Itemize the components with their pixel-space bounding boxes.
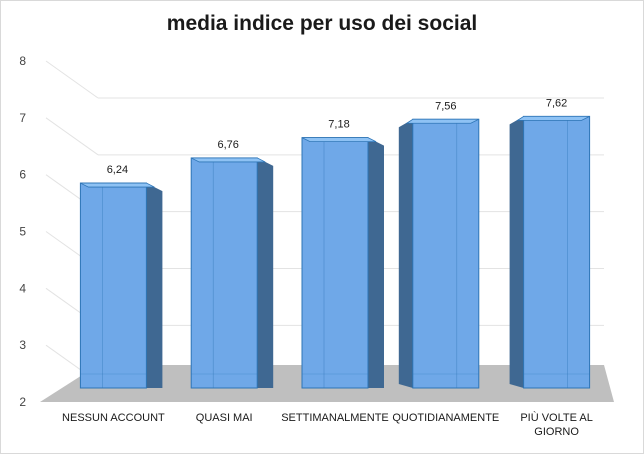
y-tick-label: 7 <box>19 111 26 125</box>
bar-top <box>301 137 377 143</box>
bar <box>190 157 258 389</box>
data-label: 7,18 <box>328 119 349 131</box>
bar <box>412 118 480 389</box>
bar <box>79 182 147 389</box>
bar-top <box>191 157 266 163</box>
data-label: 6,24 <box>107 164 128 176</box>
x-tick-label: PIÙ VOLTE AL <box>520 411 593 424</box>
x-tick-label: SETTIMANALMENTE <box>281 412 389 424</box>
bar-side <box>146 183 163 388</box>
chart-title: media indice per uso dei social <box>166 12 478 35</box>
bar-side <box>398 119 413 389</box>
data-label: 7,62 <box>546 97 567 109</box>
x-tick-label: GIORNO <box>534 426 579 438</box>
bar-top <box>405 118 479 124</box>
x-tick-label: QUOTIDIANAMENTE <box>392 412 499 424</box>
bar-side <box>368 137 384 388</box>
gridline-diagonal <box>45 117 99 156</box>
x-tick-label: QUASI MAI <box>196 412 253 424</box>
bar <box>301 137 369 389</box>
y-tick-label: 5 <box>19 225 26 239</box>
bar-side <box>257 157 274 388</box>
x-tick-label: NESSUN ACCOUNT <box>62 412 165 424</box>
y-tick-label: 4 <box>19 281 26 295</box>
y-tick-label: 6 <box>19 168 26 182</box>
data-label: 7,56 <box>435 100 456 112</box>
data-label: 6,76 <box>217 139 238 151</box>
y-tick-label: 8 <box>19 54 26 68</box>
bar-top <box>516 115 590 121</box>
gridline-diagonal <box>45 60 99 99</box>
bar-side <box>509 116 524 388</box>
y-tick-label: 2 <box>19 395 26 409</box>
bar <box>523 115 591 389</box>
bar-top <box>80 182 155 188</box>
y-tick-label: 3 <box>19 338 26 352</box>
